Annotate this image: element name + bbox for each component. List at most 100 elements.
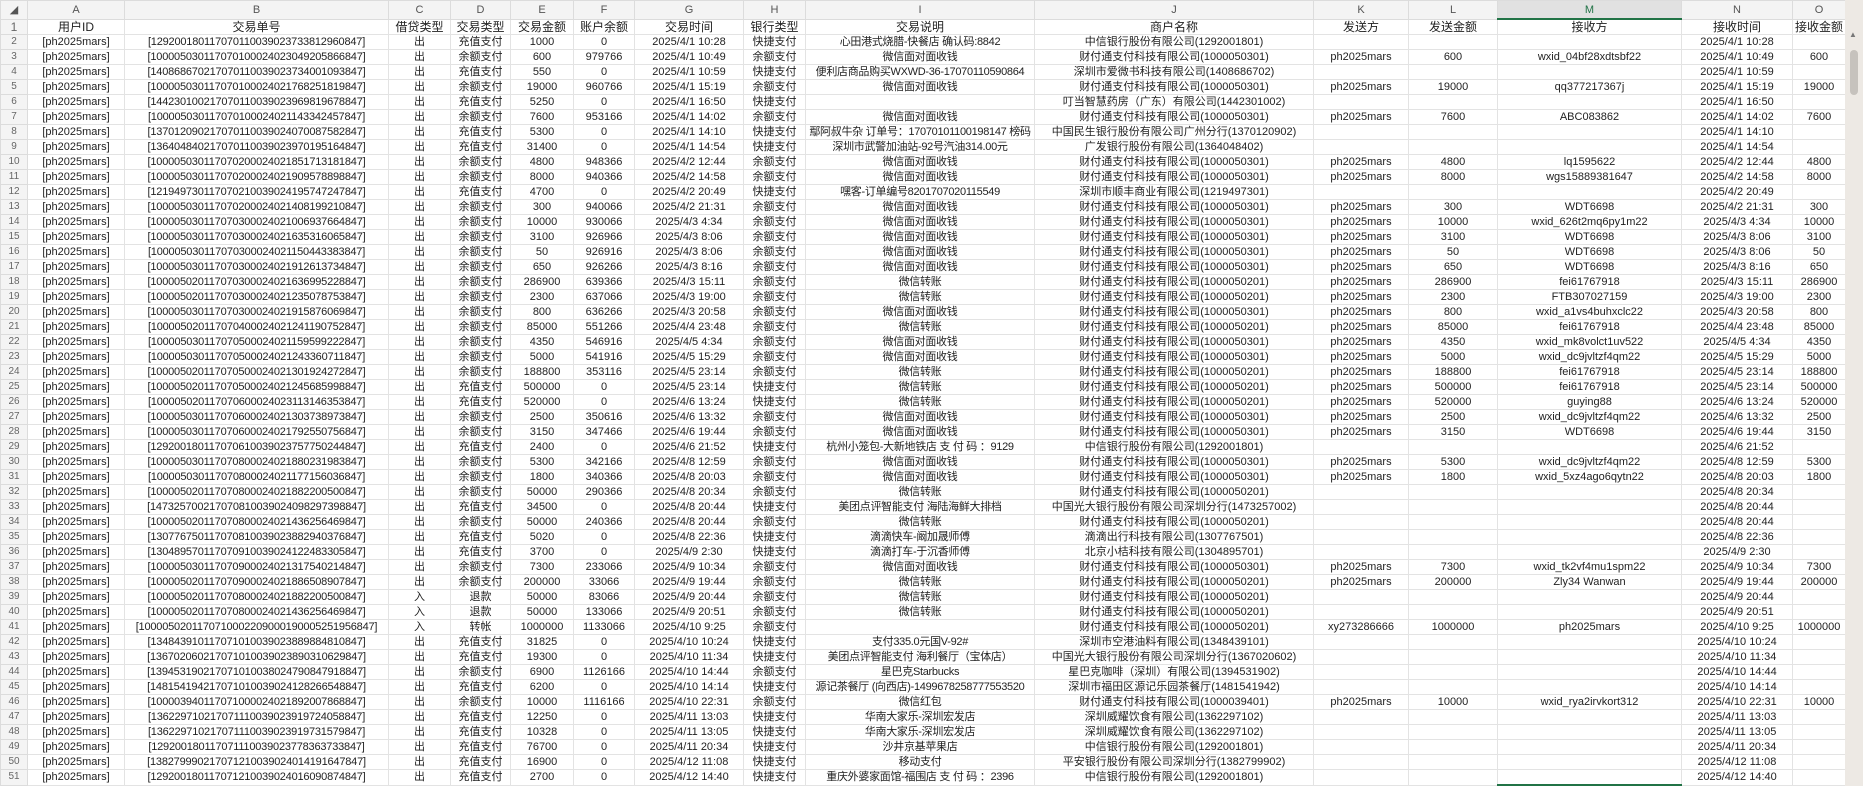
cell-N20[interactable]: 2025/4/3 20:58 — [1681, 304, 1793, 320]
cell-J18[interactable]: 财付通支付科技有限公司(1000050201) — [1034, 274, 1314, 290]
cell-I42[interactable]: 支付335.0元国V-92# — [805, 634, 1035, 650]
cell-I12[interactable]: 嘿客-订单编号8201707020115549 — [805, 184, 1035, 200]
cell-N14[interactable]: 2025/4/3 4:34 — [1681, 214, 1793, 230]
cell-O48[interactable] — [1792, 724, 1846, 740]
row-header[interactable]: 25 — [0, 379, 28, 395]
cell-F37[interactable]: 233066 — [573, 559, 635, 575]
cell-C8[interactable]: 出 — [388, 124, 451, 140]
row-header[interactable]: 42 — [0, 634, 28, 650]
cell-M39[interactable] — [1497, 589, 1682, 605]
cell-D16[interactable]: 余额支付 — [450, 244, 511, 260]
cell-B48[interactable]: [136229710217071110039023919731579847] — [124, 724, 389, 740]
cell-C51[interactable]: 出 — [388, 769, 451, 786]
cell-E24[interactable]: 188800 — [510, 364, 574, 380]
cell-M31[interactable]: wxid_5xz4ago6qytn22 — [1497, 469, 1682, 485]
cell-B44[interactable]: [139453190217071010038024790847918847] — [124, 664, 389, 680]
cell-D38[interactable]: 余额支付 — [450, 574, 511, 590]
cell-L27[interactable]: 2500 — [1408, 409, 1498, 425]
cell-C2[interactable]: 出 — [388, 34, 451, 50]
cell-J25[interactable]: 财付通支付科技有限公司(1000050201) — [1034, 379, 1314, 395]
cell-E16[interactable]: 50 — [510, 244, 574, 260]
header-cell-B1[interactable]: 交易单号 — [124, 18, 389, 35]
row-header[interactable]: 18 — [0, 274, 28, 290]
cell-H50[interactable]: 快捷支付 — [743, 754, 806, 770]
cell-C29[interactable]: 出 — [388, 439, 451, 455]
cell-I10[interactable]: 微信面对面收钱 — [805, 154, 1035, 170]
cell-O27[interactable]: 2500 — [1792, 409, 1846, 425]
cell-L4[interactable] — [1408, 64, 1498, 80]
cell-M42[interactable] — [1497, 634, 1682, 650]
cell-L14[interactable]: 10000 — [1408, 214, 1498, 230]
row-header[interactable]: 30 — [0, 454, 28, 470]
cell-C28[interactable]: 出 — [388, 424, 451, 440]
cell-M22[interactable]: wxid_mk8volct1uv522 — [1497, 334, 1682, 350]
cell-C24[interactable]: 出 — [388, 364, 451, 380]
cell-A25[interactable]: [ph2025mars] — [27, 379, 125, 395]
cell-A27[interactable]: [ph2025mars] — [27, 409, 125, 425]
cell-N13[interactable]: 2025/4/2 21:31 — [1681, 199, 1793, 215]
cell-H27[interactable]: 余额支付 — [743, 409, 806, 425]
column-header-O[interactable]: O — [1792, 0, 1846, 20]
cell-F35[interactable]: 0 — [573, 529, 635, 545]
cell-L25[interactable]: 500000 — [1408, 379, 1498, 395]
cell-A42[interactable]: [ph2025mars] — [27, 634, 125, 650]
cell-B36[interactable]: [130489570117070910039024122483305847] — [124, 544, 389, 560]
row-header[interactable]: 45 — [0, 679, 28, 695]
row-header[interactable]: 23 — [0, 349, 28, 365]
cell-K24[interactable]: ph2025mars — [1313, 364, 1409, 380]
cell-I9[interactable]: 深圳市武警加油站-92号汽油314.00元 — [805, 139, 1035, 155]
cell-O42[interactable] — [1792, 634, 1846, 650]
row-header[interactable]: 33 — [0, 499, 28, 515]
cell-H8[interactable]: 快捷支付 — [743, 124, 806, 140]
cell-M23[interactable]: wxid_dc9jvltzf4qm22 — [1497, 349, 1682, 365]
cell-M11[interactable]: wgs15889381647 — [1497, 169, 1682, 185]
cell-N32[interactable]: 2025/4/8 20:34 — [1681, 484, 1793, 500]
cell-B46[interactable]: [100003940117071000024021892007868847] — [124, 694, 389, 710]
cell-F8[interactable]: 0 — [573, 124, 635, 140]
cell-G50[interactable]: 2025/4/12 11:08 — [634, 754, 744, 770]
cell-M38[interactable]: Zly34 Wanwan — [1497, 574, 1682, 590]
cell-F19[interactable]: 637066 — [573, 289, 635, 305]
row-header[interactable]: 15 — [0, 229, 28, 245]
cell-D20[interactable]: 余额支付 — [450, 304, 511, 320]
cell-F33[interactable]: 0 — [573, 499, 635, 515]
cell-E51[interactable]: 2700 — [510, 769, 574, 786]
cell-I44[interactable]: 星巴克Starbucks — [805, 664, 1035, 680]
row-header[interactable]: 20 — [0, 304, 28, 320]
row-header[interactable]: 51 — [0, 769, 28, 786]
cell-N9[interactable]: 2025/4/1 14:54 — [1681, 139, 1793, 155]
cell-M20[interactable]: wxid_a1vs4buhxclc22 — [1497, 304, 1682, 320]
cell-C4[interactable]: 出 — [388, 64, 451, 80]
cell-B3[interactable]: [100005030117070100024023049205866847] — [124, 49, 389, 65]
cell-F4[interactable]: 0 — [573, 64, 635, 80]
header-cell-N1[interactable]: 接收时间 — [1681, 18, 1793, 35]
cell-I47[interactable]: 华南大家乐-深圳宏发店 — [805, 709, 1035, 725]
cell-D10[interactable]: 余额支付 — [450, 154, 511, 170]
cell-B31[interactable]: [100005030117070800024021177156036847] — [124, 469, 389, 485]
cell-N8[interactable]: 2025/4/1 14:10 — [1681, 124, 1793, 140]
cell-I3[interactable]: 微信面对面收钱 — [805, 49, 1035, 65]
cell-I35[interactable]: 滴滴快车-阚加晟师傅 — [805, 529, 1035, 545]
cell-I13[interactable]: 微信面对面收钱 — [805, 199, 1035, 215]
cell-M16[interactable]: WDT6698 — [1497, 244, 1682, 260]
cell-L28[interactable]: 3150 — [1408, 424, 1498, 440]
cell-O49[interactable] — [1792, 739, 1846, 755]
cell-H43[interactable]: 快捷支付 — [743, 649, 806, 665]
cell-G9[interactable]: 2025/4/1 14:54 — [634, 139, 744, 155]
cell-I7[interactable]: 微信面对面收钱 — [805, 109, 1035, 125]
cell-K28[interactable]: ph2025mars — [1313, 424, 1409, 440]
cell-J49[interactable]: 中信银行股份有限公司(1292001801) — [1034, 739, 1314, 755]
row-header[interactable]: 1 — [0, 18, 28, 35]
scrollbar-thumb[interactable] — [1850, 50, 1858, 95]
cell-J3[interactable]: 财付通支付科技有限公司(1000050301) — [1034, 49, 1314, 65]
cell-D29[interactable]: 充值支付 — [450, 439, 511, 455]
cell-K7[interactable]: ph2025mars — [1313, 109, 1409, 125]
cell-G15[interactable]: 2025/4/3 8:06 — [634, 229, 744, 245]
cell-J28[interactable]: 财付通支付科技有限公司(1000050301) — [1034, 424, 1314, 440]
cell-I2[interactable]: 心田港式烧腊-快餐店 确认码:8842 — [805, 34, 1035, 50]
cell-I14[interactable]: 微信面对面收钱 — [805, 214, 1035, 230]
cell-C10[interactable]: 出 — [388, 154, 451, 170]
cell-H35[interactable]: 快捷支付 — [743, 529, 806, 545]
cell-M41[interactable]: ph2025mars — [1497, 619, 1682, 635]
cell-J47[interactable]: 深圳威耀饮食有限公司(1362297102) — [1034, 709, 1314, 725]
